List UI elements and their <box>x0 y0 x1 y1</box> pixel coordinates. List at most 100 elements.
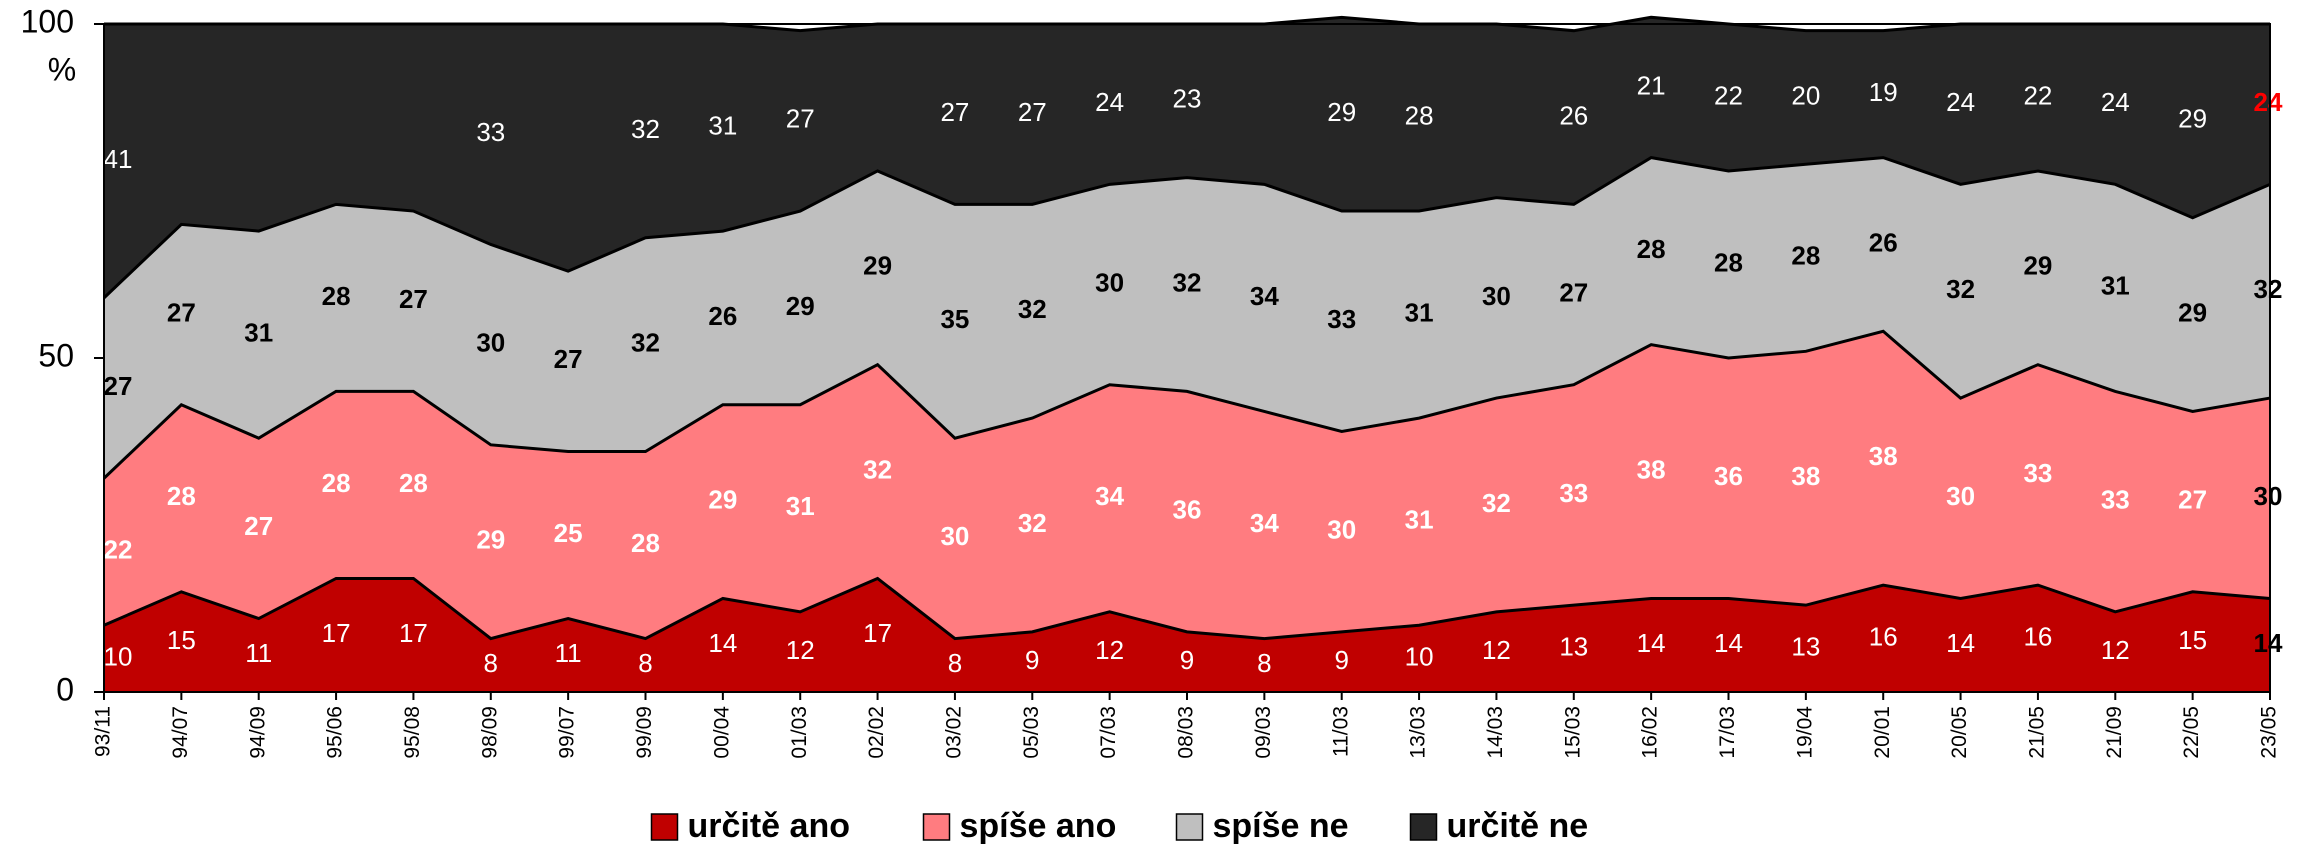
data-label: 28 <box>631 528 660 558</box>
data-label: 29 <box>2178 104 2207 134</box>
data-label: 34 <box>1250 281 1279 311</box>
data-label: 9 <box>1025 645 1039 675</box>
data-label: 10 <box>104 641 133 671</box>
data-label: 12 <box>2101 635 2130 665</box>
data-label: 29 <box>708 484 737 514</box>
data-label: 17 <box>863 618 892 648</box>
data-label: 16 <box>2023 621 2052 651</box>
data-label: 8 <box>1257 648 1271 678</box>
x-tick-label: 19/04 <box>1793 706 1816 759</box>
x-tick-label: 02/02 <box>865 706 888 759</box>
x-tick-label: 20/01 <box>1871 706 1894 759</box>
y-axis-label: % <box>48 51 76 87</box>
x-tick-label: 99/09 <box>633 706 656 759</box>
data-label: 32 <box>631 328 660 358</box>
x-tick-label: 15/03 <box>1561 706 1584 759</box>
data-label: 34 <box>1250 508 1279 538</box>
data-label: 33 <box>476 117 505 147</box>
data-label: 11 <box>245 638 272 668</box>
x-tick-label: 03/02 <box>942 706 965 759</box>
data-label: 30 <box>1482 281 1511 311</box>
data-label: 32 <box>1173 267 1202 297</box>
data-label: 29 <box>786 291 815 321</box>
data-label: 12 <box>1095 635 1124 665</box>
x-tick-label: 00/04 <box>710 706 733 759</box>
data-label: 31 <box>786 491 815 521</box>
y-tick-label: 100 <box>21 3 74 39</box>
data-label: 16 <box>1869 621 1898 651</box>
data-label: 29 <box>863 251 892 281</box>
x-tick-label: 94/07 <box>169 706 192 759</box>
y-tick-label: 50 <box>38 337 74 373</box>
legend-label: určitě ano <box>688 807 850 845</box>
data-label: 38 <box>1791 461 1820 491</box>
y-tick-label: 0 <box>56 671 74 707</box>
data-label: 27 <box>104 371 133 401</box>
legend-swatch <box>1409 813 1438 841</box>
x-tick-label: 95/06 <box>324 706 347 759</box>
legend-swatch <box>1175 813 1204 841</box>
x-tick-label: 99/07 <box>556 706 579 759</box>
data-label: 12 <box>786 635 815 665</box>
data-label: 32 <box>2254 274 2283 304</box>
data-label: 27 <box>554 344 583 374</box>
x-tick-label: 07/03 <box>1097 706 1120 759</box>
data-label: 31 <box>708 110 737 140</box>
data-label: 14 <box>708 628 737 658</box>
data-label: 21 <box>1637 70 1666 100</box>
boundary-line <box>103 576 2271 641</box>
x-tick-label: 05/03 <box>1020 706 1043 759</box>
data-label: 27 <box>399 284 428 314</box>
legend-label: určitě ne <box>1447 807 1589 845</box>
data-label: 8 <box>948 648 962 678</box>
data-label: 41 <box>104 144 133 174</box>
data-label: 38 <box>1869 441 1898 471</box>
data-label: 33 <box>1327 304 1356 334</box>
data-label: 32 <box>631 114 660 144</box>
data-label: 28 <box>399 468 428 498</box>
data-label: 17 <box>322 618 351 648</box>
data-label: 30 <box>476 328 505 358</box>
x-tick-label: 14/03 <box>1484 706 1507 759</box>
data-label: 32 <box>863 454 892 484</box>
x-tick-label: 17/03 <box>1716 706 1739 759</box>
data-label: 15 <box>2178 625 2207 655</box>
data-label: 28 <box>167 481 196 511</box>
data-label: 27 <box>2178 484 2207 514</box>
data-label: 28 <box>1714 247 1743 277</box>
data-label: 24 <box>2101 87 2130 117</box>
data-label: 26 <box>1869 227 1898 257</box>
x-tick-label: 98/09 <box>478 706 501 759</box>
data-label: 8 <box>638 648 652 678</box>
data-label: 23 <box>1173 84 1202 114</box>
x-tick-label: 11/03 <box>1329 706 1352 757</box>
data-label: 13 <box>1791 631 1820 661</box>
data-label: 34 <box>1095 481 1124 511</box>
legend-swatch <box>922 813 951 841</box>
area <box>104 331 2270 639</box>
data-label: 30 <box>940 521 969 551</box>
x-tick-label: 21/05 <box>2025 706 2048 759</box>
data-label: 15 <box>167 625 196 655</box>
data-label: 36 <box>1714 461 1743 491</box>
data-label: 14 <box>1714 628 1743 658</box>
x-tick-label: 95/08 <box>401 706 424 759</box>
data-label: 27 <box>1018 97 1047 127</box>
data-label: 29 <box>2023 251 2052 281</box>
legend-swatch <box>650 813 679 841</box>
data-label: 30 <box>1327 515 1356 545</box>
data-label: 8 <box>484 648 498 678</box>
data-label: 14 <box>1637 628 1666 658</box>
data-label: 35 <box>940 304 969 334</box>
x-tick-label: 08/03 <box>1175 706 1198 759</box>
data-label: 33 <box>1559 478 1588 508</box>
data-label: 19 <box>1869 77 1898 107</box>
data-label: 29 <box>476 525 505 555</box>
data-label: 30 <box>2254 481 2283 511</box>
legend-label: spíše ano <box>960 807 1117 845</box>
data-label: 27 <box>940 97 969 127</box>
data-label: 24 <box>1946 87 1975 117</box>
data-label: 22 <box>104 535 133 565</box>
data-label: 28 <box>1637 234 1666 264</box>
